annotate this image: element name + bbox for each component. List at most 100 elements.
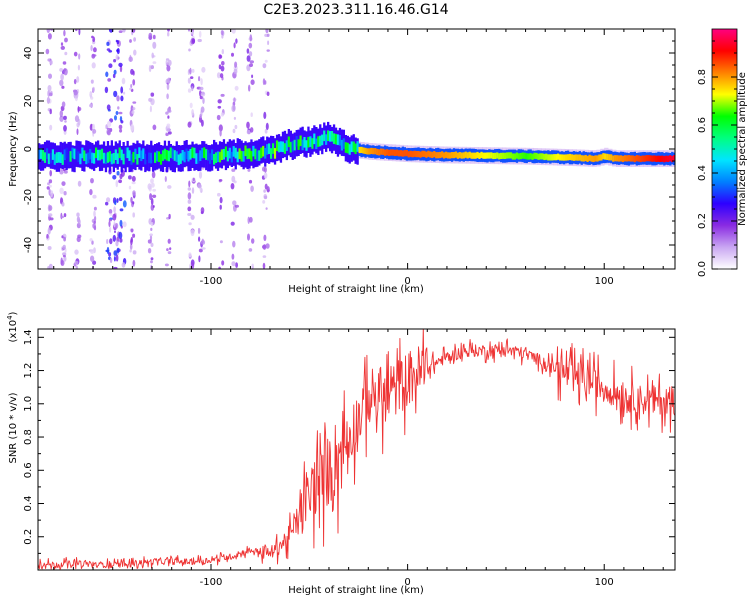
spectrogram-noise [231, 175, 236, 183]
spectrogram-noise [118, 111, 123, 115]
spectrogram-noise [262, 262, 266, 269]
spectrogram-noise [200, 207, 205, 214]
spectrogram-noise [197, 228, 201, 234]
spectrogram-ridge-core [277, 141, 281, 153]
spectrogram-noise [129, 243, 133, 250]
spectrogram-ridge-core [238, 148, 241, 159]
spectrogram-ridge-core [61, 154, 64, 165]
spectrogram-ridge-core [89, 148, 92, 160]
spectrogram-ridge-core [240, 150, 243, 162]
spectrogram-ridge-core [411, 151, 414, 158]
spectrogram-ridge-core [502, 152, 505, 159]
snr-panel: -100 0 100 0.2 0.4 0.6 0.8 1.0 1.2 1.4 Height of … [6, 311, 676, 596]
spectrogram-ridge-core [604, 153, 607, 160]
spectrogram-noise [247, 216, 250, 224]
spectrogram-ridge-core [214, 152, 218, 163]
spectrogram-noise [262, 244, 267, 250]
spectrogram-noise [218, 266, 221, 269]
spectrogram-ridge-core [472, 152, 475, 159]
spectrogram-noise [191, 86, 194, 92]
spectrogram-ridge-core [517, 153, 520, 160]
spectrogram-ridge-core [456, 152, 459, 159]
spectrogram-noise [47, 33, 52, 40]
spectrogram-ridge-core [85, 153, 88, 165]
spectrogram-ridge-core [382, 148, 385, 155]
spectrogram-ridge-core [309, 136, 312, 147]
spectrogram-ridge-core [53, 154, 56, 165]
spectrogram-ridge-core [378, 149, 381, 156]
spectrogram-ridge-outer [136, 140, 139, 167]
spectrogram-noise [149, 233, 154, 236]
spectrogram-noise [263, 172, 268, 179]
spectrogram-noise [167, 131, 172, 135]
spectrogram-ridge-core [441, 151, 444, 158]
spectrogram-noise [129, 39, 132, 43]
spectrogram-ridge-core [610, 154, 613, 161]
spectrogram-ridge-core [167, 150, 170, 162]
spectrogram-noise [198, 30, 202, 38]
spectrogram-noise [148, 97, 153, 102]
spectrogram-ridge-core [500, 152, 503, 159]
spectrogram-ridge-core [450, 152, 454, 159]
spectrogram-noise [191, 109, 195, 116]
spectrogram-noise [132, 101, 137, 104]
spectrogram-ridge-core [303, 137, 306, 148]
spectrogram-ridge-core [417, 151, 420, 158]
spectrogram-noise [191, 38, 196, 44]
spectrogram-noise [200, 91, 206, 97]
spectrogram-ridge-core [244, 145, 247, 157]
spectrogram-noise [216, 114, 221, 121]
snr-ytick-label: 1.4 [23, 329, 34, 345]
spectrogram-noise [152, 205, 155, 208]
spectrogram-ridge-core [177, 154, 180, 166]
spectrogram-noise [73, 51, 78, 57]
spectrogram-ridge-core [545, 153, 548, 160]
spectrogram-ridge-core [631, 155, 634, 162]
spectrogram-noise [131, 110, 135, 114]
spectrogram-ridge-core [523, 152, 526, 159]
spectrogram-noise [90, 178, 94, 184]
spectrogram-noise [77, 64, 80, 71]
spectrogram-noise [130, 124, 135, 132]
spectrogram-ridge-core [232, 146, 235, 157]
spectrogram-noise [118, 30, 123, 33]
spectrogram-noise [119, 219, 123, 227]
spectrogram-noise [191, 68, 195, 73]
spectrogram-noise [107, 120, 112, 128]
spectrogram-ridge-core [665, 155, 668, 162]
spectrogram-noise [187, 213, 192, 216]
spectrogram-ridge-core [77, 151, 80, 162]
spectrogram-ridge-core [614, 155, 617, 162]
spectrogram-noise [49, 92, 53, 97]
spectrogram-ridge-core [513, 153, 516, 160]
spectrogram-ridge-core [116, 153, 119, 164]
spectrogram-noise [235, 38, 238, 44]
spectrogram-noise [218, 179, 223, 182]
spectrogram-ridge-core [142, 148, 145, 159]
spectrogram-noise [221, 260, 225, 266]
spectrogram-noise [92, 54, 97, 57]
spectrogram-ridge-core [372, 148, 375, 155]
spectrogram-ridge-core [191, 147, 194, 158]
spectrogram-noise [115, 180, 119, 188]
spectrogram-noise [109, 257, 113, 264]
spectrogram-noise [59, 110, 63, 118]
spectrogram-ridge-core [484, 152, 487, 159]
spectrogram-ytick-label: 0 [23, 146, 34, 152]
spectrogram-ridge-core [541, 153, 544, 160]
spectrogram-ridge-core [299, 135, 302, 147]
spectrogram-noise [130, 105, 134, 112]
spectrogram-ridge-core [146, 149, 149, 160]
spectrogram-noise [116, 170, 120, 176]
spectrogram-ridge-core [562, 154, 566, 161]
spectrogram-noise [73, 89, 78, 96]
spectrogram-ridge-core [468, 151, 471, 158]
spectrogram-noise [132, 250, 137, 255]
spectrogram-ridge-core [663, 156, 666, 163]
spectrogram-ridge-core [553, 154, 556, 161]
spectrogram-noise [234, 61, 238, 68]
spectrogram-noise [151, 52, 154, 59]
spectrogram-noise [123, 91, 126, 95]
spectrogram-ridge-core [393, 149, 397, 156]
spectrogram-noise [108, 209, 113, 214]
